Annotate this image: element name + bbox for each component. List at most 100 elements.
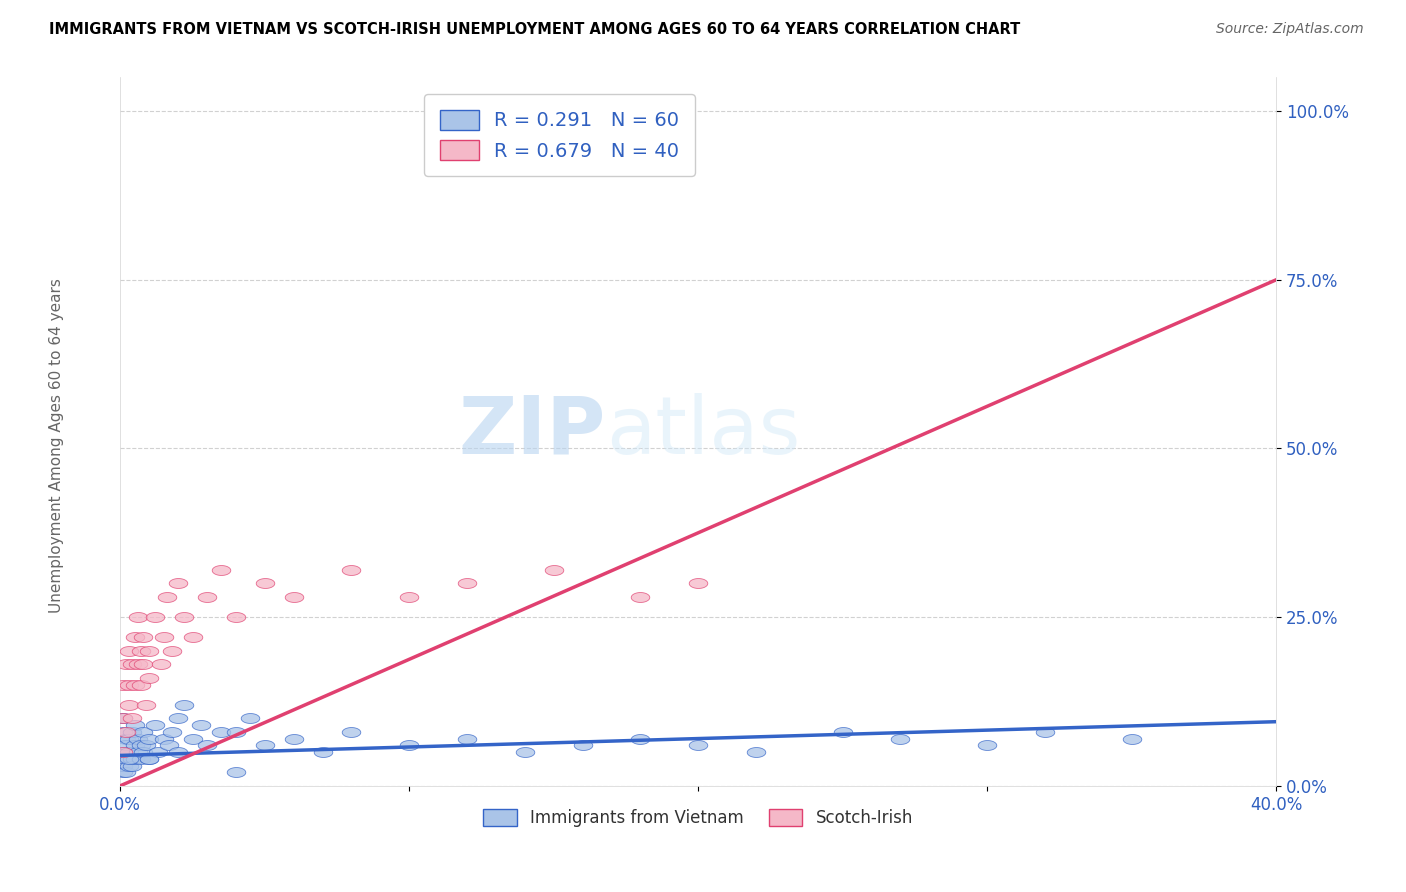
Point — [124, 739, 146, 753]
Point — [132, 724, 155, 739]
Point — [513, 745, 536, 759]
Point — [121, 758, 143, 772]
Point — [155, 590, 177, 604]
Point — [132, 745, 155, 759]
Point — [239, 711, 262, 725]
Legend: Immigrants from Vietnam, Scotch-Irish: Immigrants from Vietnam, Scotch-Irish — [477, 803, 920, 834]
Point — [129, 739, 152, 753]
Point — [181, 631, 204, 645]
Point — [398, 590, 420, 604]
Point — [118, 677, 141, 691]
Point — [167, 711, 190, 725]
Point — [571, 739, 593, 753]
Point — [129, 677, 152, 691]
Point — [152, 731, 174, 746]
Point — [253, 576, 276, 591]
Point — [173, 698, 195, 712]
Point — [121, 711, 143, 725]
Point — [115, 765, 138, 780]
Point — [112, 711, 135, 725]
Point — [112, 677, 135, 691]
Point — [167, 745, 190, 759]
Point — [115, 724, 138, 739]
Point — [118, 745, 141, 759]
Point — [209, 724, 232, 739]
Point — [889, 731, 911, 746]
Point — [340, 563, 363, 577]
Point — [543, 563, 565, 577]
Point — [628, 590, 651, 604]
Text: Source: ZipAtlas.com: Source: ZipAtlas.com — [1216, 22, 1364, 37]
Point — [152, 631, 174, 645]
Point — [121, 724, 143, 739]
Point — [121, 752, 143, 766]
Point — [112, 758, 135, 772]
Point — [181, 731, 204, 746]
Point — [190, 718, 212, 732]
Point — [138, 644, 160, 658]
Point — [118, 758, 141, 772]
Point — [195, 590, 218, 604]
Point — [143, 610, 166, 624]
Point — [157, 739, 180, 753]
Point — [118, 752, 141, 766]
Point — [138, 671, 160, 685]
Point — [112, 724, 135, 739]
Point — [143, 718, 166, 732]
Point — [146, 745, 169, 759]
Point — [398, 739, 420, 753]
Point — [225, 724, 247, 739]
Point — [162, 724, 184, 739]
Point — [167, 576, 190, 591]
Point — [340, 724, 363, 739]
Point — [135, 739, 157, 753]
Point — [283, 590, 305, 604]
Point — [253, 739, 276, 753]
Point — [688, 739, 710, 753]
Point — [112, 765, 135, 780]
Point — [129, 752, 152, 766]
Point — [138, 752, 160, 766]
Text: atlas: atlas — [606, 392, 800, 471]
Point — [311, 745, 333, 759]
Point — [456, 576, 478, 591]
Point — [129, 644, 152, 658]
Point — [127, 731, 149, 746]
Point — [127, 657, 149, 672]
Point — [1121, 731, 1143, 746]
Point — [124, 718, 146, 732]
Point — [976, 739, 998, 753]
Point — [127, 745, 149, 759]
Point — [118, 731, 141, 746]
Point — [132, 631, 155, 645]
Point — [195, 739, 218, 753]
Point — [225, 765, 247, 780]
Text: Unemployment Among Ages 60 to 64 years: Unemployment Among Ages 60 to 64 years — [49, 278, 63, 614]
Point — [118, 644, 141, 658]
Point — [115, 657, 138, 672]
Point — [124, 631, 146, 645]
Point — [115, 731, 138, 746]
Point — [124, 752, 146, 766]
Point — [112, 745, 135, 759]
Point — [745, 745, 768, 759]
Point — [124, 677, 146, 691]
Point — [112, 745, 135, 759]
Text: ZIP: ZIP — [458, 392, 606, 471]
Point — [132, 657, 155, 672]
Point — [118, 698, 141, 712]
Point — [112, 711, 135, 725]
Point — [456, 731, 478, 746]
Point — [115, 752, 138, 766]
Point — [831, 724, 853, 739]
Text: IMMIGRANTS FROM VIETNAM VS SCOTCH-IRISH UNEMPLOYMENT AMONG AGES 60 TO 64 YEARS C: IMMIGRANTS FROM VIETNAM VS SCOTCH-IRISH … — [49, 22, 1021, 37]
Point — [225, 610, 247, 624]
Point — [138, 752, 160, 766]
Point — [209, 563, 232, 577]
Point — [1033, 724, 1056, 739]
Point — [127, 610, 149, 624]
Point — [173, 610, 195, 624]
Point — [628, 731, 651, 746]
Point — [283, 731, 305, 746]
Point — [135, 698, 157, 712]
